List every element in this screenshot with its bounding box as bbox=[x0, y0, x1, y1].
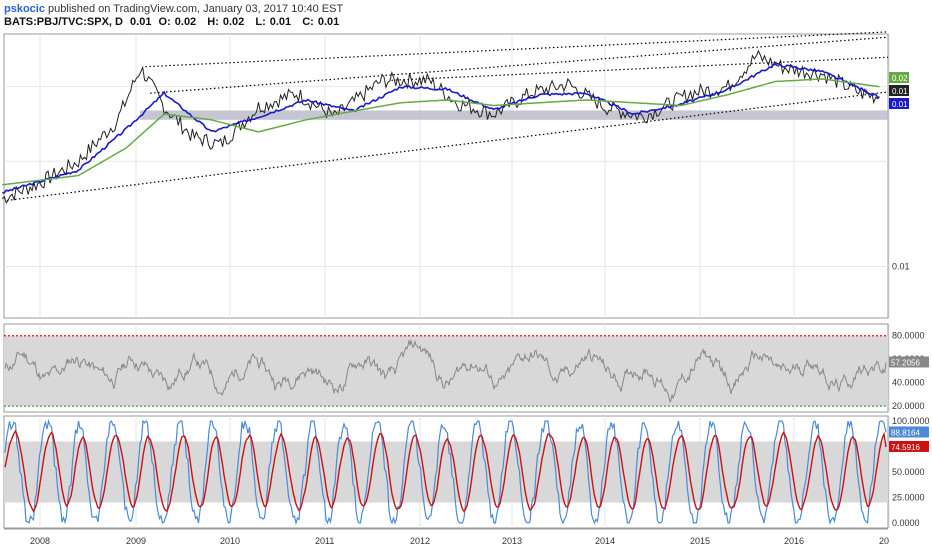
price-y-tick-0: 0.01 bbox=[892, 262, 910, 272]
badge-price: 0.01 bbox=[892, 87, 908, 96]
x-tick-2015-7: 2015 bbox=[690, 536, 710, 546]
pane-frame-1 bbox=[3, 33, 889, 319]
close-label: C: bbox=[302, 16, 314, 28]
open-label: O: bbox=[158, 16, 171, 28]
last-value: 0.01 bbox=[130, 16, 152, 28]
x-tick-2016-8: 2016 bbox=[784, 536, 804, 546]
x-tick-2014-6: 2014 bbox=[595, 536, 615, 546]
badge-ma-slow: 0.02 bbox=[892, 74, 908, 83]
symbol-name: BATS:PBJ/TVC:SPX, D bbox=[4, 16, 123, 28]
stoch-y-tick-3: 25.0000 bbox=[892, 492, 925, 502]
x-tick-2009-1: 2009 bbox=[126, 536, 146, 546]
badge-price-bg bbox=[889, 85, 909, 96]
x-tick-20-9: 20 bbox=[879, 536, 889, 546]
support-zone bbox=[140, 110, 888, 120]
channel-upper-1 bbox=[150, 36, 889, 94]
low-value: L: 0.01 bbox=[255, 16, 295, 28]
publish-info: pskocic published on TradingView.com, Ja… bbox=[4, 3, 343, 15]
high-number: 0.02 bbox=[222, 16, 245, 28]
rsi-band bbox=[4, 335, 888, 407]
stoch-d-line bbox=[4, 429, 887, 513]
stoch-k-line bbox=[4, 418, 887, 526]
high-value: H: 0.02 bbox=[207, 16, 248, 28]
stoch-y-tick-2: 50.0000 bbox=[892, 467, 925, 477]
low-number: 0.01 bbox=[269, 16, 292, 28]
badge-stoch-k-bg bbox=[889, 426, 929, 438]
open-value: O: 0.02 bbox=[159, 16, 201, 28]
stoch-y-tick-4: 0.0000 bbox=[892, 518, 920, 528]
badge-ma-fast: 0.01 bbox=[892, 100, 908, 109]
badge-stoch-d-bg bbox=[889, 440, 929, 452]
x-tick-2012-4: 2012 bbox=[410, 536, 430, 546]
low-label: L: bbox=[255, 16, 266, 28]
rsi-y-tick-3: 20.0000 bbox=[892, 401, 925, 411]
badge-rsi: 57.2056 bbox=[891, 358, 920, 367]
badge-ma-slow-bg bbox=[889, 72, 909, 83]
high-label: H: bbox=[207, 16, 219, 28]
badge-ma-fast-bg bbox=[889, 98, 909, 109]
rsi-y-tick-0: 80.0000 bbox=[892, 331, 925, 341]
x-tick-2013-5: 2013 bbox=[502, 536, 522, 546]
stoch-band bbox=[4, 441, 888, 503]
x-tick-2010-2: 2010 bbox=[220, 536, 240, 546]
close-value: C: 0.01 bbox=[302, 16, 343, 28]
rsi-y-tick-2: 40.0000 bbox=[892, 378, 925, 388]
ma-slow-line bbox=[2, 78, 880, 186]
publish-text: published on TradingView.com, January 03… bbox=[48, 3, 344, 15]
ma-fast-line bbox=[2, 62, 880, 194]
x-tick-2008-0: 2008 bbox=[30, 536, 50, 546]
x-tick-2011-3: 2011 bbox=[315, 536, 334, 546]
channel-upper-2 bbox=[391, 56, 889, 81]
close-number: 0.01 bbox=[317, 16, 340, 28]
badge-rsi-bg bbox=[889, 356, 929, 368]
rsi-line bbox=[4, 338, 887, 404]
badge-stoch-k: 88.8164 bbox=[891, 428, 920, 437]
stoch-y-tick-0: 100.0000 bbox=[892, 416, 930, 426]
symbol-legend: BATS:PBJ/TVC:SPX, D 0.01 O: 0.02 H: 0.02 L… bbox=[4, 16, 347, 28]
open-number: 0.02 bbox=[174, 16, 197, 28]
badge-stoch-d: 74.5916 bbox=[891, 443, 920, 452]
author-link[interactable]: pskocic bbox=[4, 3, 45, 15]
